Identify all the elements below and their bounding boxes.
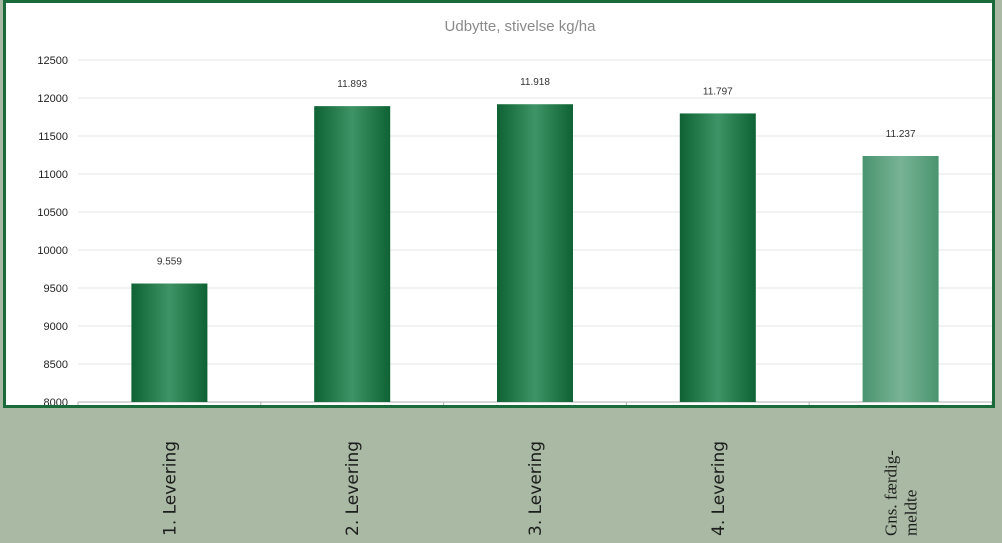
bar-chart: Udbytte, stivelse kg/ha 8000 8500 9000 9500 1…: [37, 18, 992, 405]
x-category-label-3-line-1: 3. Levering: [526, 441, 546, 536]
x-category-label-1: 1. Levering: [160, 441, 180, 536]
bar-4: [679, 113, 756, 402]
y-tick-label-12500: 12500: [37, 55, 68, 67]
chart-frame: Udbytte, stivelse kg/ha 8000 8500 9000 9500 1…: [3, 0, 995, 408]
x-category-label-5: Gns. færdig-meldte: [882, 450, 921, 536]
x-category-label-5-line-2: meldte: [902, 490, 921, 536]
y-tick-label-10500: 10500: [37, 207, 68, 219]
data-label-1: 9.559: [157, 257, 182, 268]
y-tick-label-8500: 8500: [44, 359, 68, 371]
chart-title: Udbytte, stivelse kg/ha: [445, 18, 597, 35]
bar-1: [131, 283, 208, 402]
data-label-5: 11.237: [886, 129, 916, 140]
x-category-label-4-line-1: 4. Levering: [709, 441, 729, 536]
y-tick-label-12000: 12000: [37, 93, 68, 105]
x-category-label-2-line-1: 2. Levering: [343, 441, 363, 536]
x-category-label-4: 4. Levering: [709, 441, 729, 536]
x-category-label-2: 2. Levering: [343, 441, 363, 536]
data-label-4: 11.797: [703, 86, 733, 97]
y-tick-label-11000: 11000: [38, 169, 68, 181]
x-category-label-3: 3. Levering: [526, 441, 546, 536]
bar-5: [862, 155, 939, 402]
y-tick-label-8000: 8000: [44, 397, 68, 405]
data-label-2: 11.893: [337, 79, 367, 90]
y-tick-label-11500: 11500: [38, 131, 68, 143]
y-tick-label-9500: 9500: [44, 283, 68, 295]
x-category-label-5-line-1: Gns. færdig-: [882, 450, 901, 536]
x-category-label-1-line-1: 1. Levering: [160, 441, 180, 536]
y-tick-label-9000: 9000: [44, 321, 68, 333]
bar-3: [497, 104, 573, 403]
y-tick-label-10000: 10000: [37, 245, 68, 257]
bar-2: [314, 106, 391, 402]
data-label-3: 11.918: [520, 77, 550, 88]
